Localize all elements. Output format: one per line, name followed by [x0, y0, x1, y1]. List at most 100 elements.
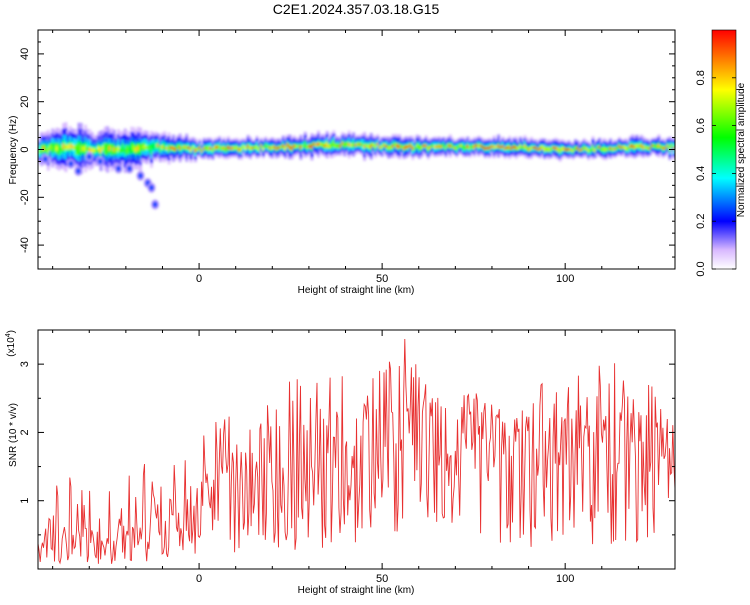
heatmap-cell: [584, 147, 588, 150]
heatmap-cell: [141, 145, 145, 149]
colorbar-tick-label: 0.2: [695, 214, 707, 229]
heatmap-cell: [150, 147, 153, 152]
heatmap-cell: [617, 145, 621, 148]
heatmap-cell: [218, 145, 222, 149]
heatmap-cell: [499, 146, 503, 149]
heatmap-cell: [516, 147, 520, 150]
heatmap-cell: [301, 145, 305, 148]
heatmap-cell: [251, 147, 255, 149]
snr-x-tick-label: 50: [376, 573, 388, 585]
heatmap-cell: [185, 146, 189, 150]
spectrogram-heatmap: [38, 122, 675, 210]
heatmap-cell: [486, 146, 490, 150]
heatmap-cell: [644, 146, 648, 149]
heatmap-cell: [492, 145, 496, 149]
colorbar-ticks: 0.0 0.2 0.4 0.6 0.8: [695, 70, 736, 277]
heatmap-cell: [281, 144, 285, 148]
heatmap-cell: [95, 148, 99, 153]
heatmap-blob-core: [86, 153, 92, 160]
heatmap-cell: [648, 147, 652, 150]
heatmap-cell: [635, 144, 639, 147]
heatmap-cell: [541, 146, 544, 149]
heatmap-cell: [411, 146, 415, 150]
heatmap-cell: [211, 149, 215, 152]
heatmap-cell: [560, 147, 564, 151]
heatmap-cell: [391, 144, 395, 148]
heatmap-cell: [268, 146, 272, 150]
heatmap-cell: [497, 144, 501, 148]
heatmap-cell: [409, 144, 413, 147]
heatmap-cell: [207, 147, 211, 150]
heatmap-cell: [437, 145, 441, 148]
heatmap-cell: [66, 145, 70, 150]
heatmap-cell: [666, 144, 670, 147]
snr-scale-note: (x104): [5, 330, 17, 357]
heatmap-cell: [571, 149, 575, 152]
heatmap-cell: [130, 145, 134, 151]
heatmap-cell: [165, 146, 169, 150]
heatmap-cell: [479, 144, 483, 147]
heatmap-cell: [152, 144, 156, 148]
heatmap-cell: [604, 148, 608, 151]
heatmap-cell: [525, 146, 529, 150]
heatmap-cell: [481, 146, 485, 149]
heatmap-cell: [169, 146, 173, 149]
heatmap-cell: [139, 146, 142, 152]
heatmap-cell: [547, 148, 551, 151]
heatmap-cell: [371, 143, 375, 146]
heatmap-cell: [77, 145, 81, 152]
heatmap-cell: [477, 145, 481, 148]
heatmap-blob-core: [127, 165, 132, 172]
y-tick-label: 40: [19, 48, 31, 60]
heatmap-cell: [134, 147, 138, 153]
heatmap-blob-core: [68, 160, 74, 167]
heatmap-cell: [70, 144, 74, 149]
heatmap-cell: [163, 144, 167, 149]
heatmap-cell: [341, 142, 345, 145]
heatmap-cell: [319, 143, 323, 146]
heatmap-cell: [523, 145, 527, 148]
heatmap-cell: [385, 145, 389, 148]
heatmap-cell: [231, 147, 235, 150]
heatmap-cell: [530, 146, 533, 150]
heatmap-cell: [558, 149, 562, 152]
heatmap-cell: [196, 148, 200, 151]
heatmap-cell: [554, 147, 558, 150]
heatmap-cell: [440, 145, 443, 148]
heatmap-cell: [62, 143, 66, 150]
heatmap-cell: [321, 143, 325, 147]
heatmap-cell: [374, 145, 378, 148]
heatmap-cell: [270, 146, 274, 150]
colorbar-tick-label: 0.4: [695, 166, 707, 181]
heatmap-cell: [64, 144, 68, 151]
heatmap-cell: [611, 148, 615, 151]
heatmap-cell: [310, 145, 314, 149]
snr-y-tick-label: 2: [19, 429, 31, 435]
heatmap-cell: [277, 146, 281, 149]
heatmap-cell: [183, 145, 186, 149]
heatmap-cell: [407, 145, 410, 148]
heatmap-cell: [527, 148, 531, 151]
heatmap-cell: [396, 144, 399, 148]
heatmap-cell: [336, 144, 340, 147]
heatmap-cell: [455, 147, 459, 150]
heatmap-cell: [490, 145, 494, 148]
heatmap-cell: [242, 145, 246, 148]
y-tick-label: -20: [19, 189, 31, 205]
heatmap-cell: [55, 145, 59, 151]
heatmap-cell: [615, 147, 619, 150]
heatmap-cell: [453, 146, 457, 149]
heatmap-cell: [444, 146, 448, 150]
colorbar-tick-label: 0.0: [695, 261, 707, 276]
heatmap-cell: [101, 145, 105, 151]
heatmap-cell: [451, 144, 454, 147]
heatmap-cell: [246, 144, 250, 148]
heatmap-cell: [468, 146, 472, 150]
heatmap-cell: [503, 147, 507, 150]
y-tick-label: 0: [19, 146, 31, 152]
heatmap-cell: [448, 144, 452, 148]
y-tick-label: 20: [19, 96, 31, 108]
heatmap-cell: [312, 143, 316, 146]
